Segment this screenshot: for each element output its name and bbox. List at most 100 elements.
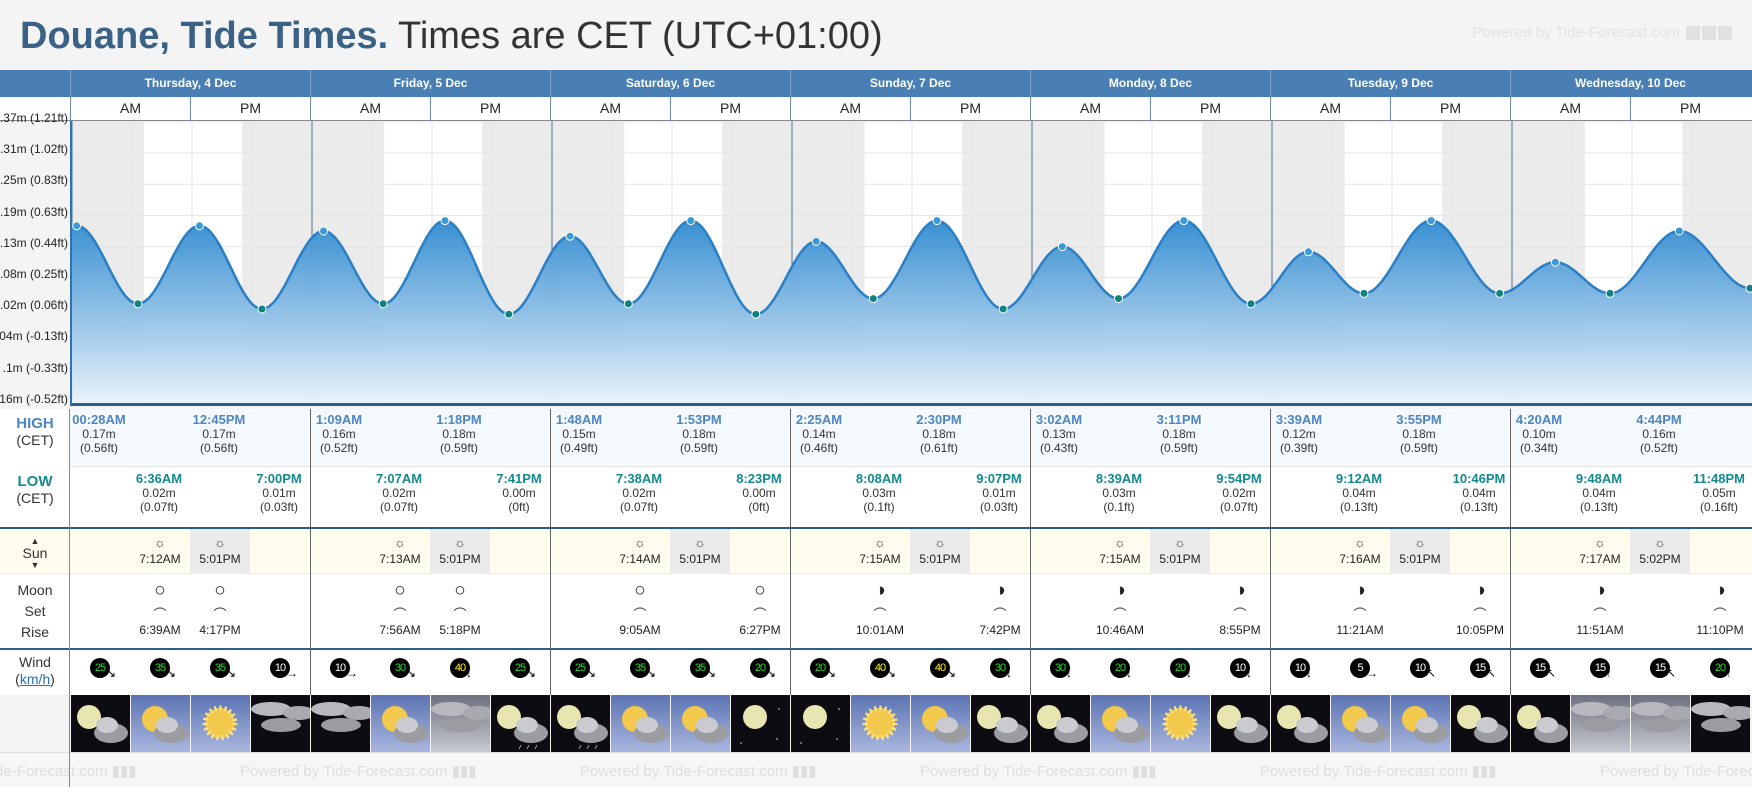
sunrise-time: 7:12AM bbox=[139, 552, 181, 566]
wind-unit-link[interactable]: km/h bbox=[19, 671, 51, 687]
wind-speed-badge: 30 bbox=[990, 658, 1010, 678]
tide-meters: 0.03m bbox=[862, 486, 896, 500]
tide-meters: 0.18m bbox=[1162, 427, 1196, 441]
wind-direction-icon: ↓ bbox=[1006, 666, 1012, 680]
moon-label: Moon Set Rise bbox=[17, 582, 53, 640]
tide-meters: 0.00m bbox=[742, 486, 776, 500]
moonrise-cell: ◑ ⌒ 11:10PM bbox=[1690, 574, 1750, 637]
weather-day-partly-cloudy-icon bbox=[1091, 695, 1150, 752]
wind-direction-icon: → bbox=[286, 666, 298, 680]
weather-day-partly-cloudy-icon bbox=[131, 695, 190, 752]
moonrise-icon: ⌒ bbox=[753, 607, 767, 622]
tide-feet: (0.07ft) bbox=[1219, 500, 1258, 514]
y-axis-label: .16m (-0.52ft) bbox=[0, 391, 68, 406]
day-header: Thursday, 4 Dec bbox=[70, 70, 310, 97]
day-header: Saturday, 6 Dec bbox=[550, 70, 790, 97]
moonset-time: 9:05AM bbox=[619, 623, 661, 637]
wind-speed-badge: 20 bbox=[1710, 658, 1730, 678]
ampm-pm: PM bbox=[430, 97, 550, 121]
sunset-cell: ☼ 5:01PM bbox=[190, 534, 250, 566]
sunset-time: 5:01PM bbox=[919, 552, 961, 566]
tide-feet: (0.56ft) bbox=[199, 441, 238, 455]
tide-table: Thursday, 4 Dec Friday, 5 Dec Saturday, 6 … bbox=[0, 70, 1752, 787]
moon-full-icon: ○ bbox=[634, 580, 646, 601]
y-axis-label: .25m (0.83ft) bbox=[0, 173, 68, 188]
wind-direction-icon: ↓ bbox=[1066, 666, 1072, 680]
weather-day-partly-cloudy-icon bbox=[1391, 695, 1450, 752]
sunrise-time: 7:14AM bbox=[619, 552, 661, 566]
tide-meters: 0.14m bbox=[802, 427, 836, 441]
sunrise-icon: ☼ bbox=[874, 535, 886, 550]
sunrise-icon: ☼ bbox=[154, 535, 166, 550]
low-tide-cell: 9:07PM 0.01m (0.03ft) bbox=[968, 472, 1030, 515]
wind-speed-badge: 10 bbox=[1290, 658, 1310, 678]
tide-time: 3:39AM bbox=[1275, 412, 1323, 427]
location-title: Douane, Tide Times. bbox=[20, 15, 389, 57]
low-tide-cell: 8:39AM 0.03m (0.1ft) bbox=[1088, 472, 1150, 515]
sunrise-icon: ☼ bbox=[634, 535, 646, 550]
sunset-icon: ☼ bbox=[214, 535, 226, 550]
weather-night-cloudy-icon bbox=[311, 695, 370, 752]
moon-waning-gibbous-icon: ◑ bbox=[1114, 580, 1126, 601]
moonset-cell: ○ ⌒ 9:05AM bbox=[610, 574, 670, 637]
tide-time: 11:48PM bbox=[1692, 471, 1746, 486]
tide-logo-icon bbox=[1702, 26, 1716, 41]
wind-cell: 15 ↖ bbox=[1450, 658, 1510, 680]
sunset-cell: ☼ 5:01PM bbox=[1390, 534, 1450, 566]
moonrise-cell: ◑ ⌒ 7:42PM bbox=[970, 574, 1030, 637]
tide-feet: (0.07ft) bbox=[139, 500, 178, 514]
tide-feet: (0ft) bbox=[748, 500, 770, 514]
powered-by-watermark: Powered by Tide-Forecast.com ▮▮▮ bbox=[580, 763, 817, 780]
wind-speed-badge: 20 bbox=[1170, 658, 1190, 678]
moon-waning-gibbous-icon: ◑ bbox=[1594, 580, 1606, 601]
moonrise-cell: ◑ ⌒ 8:55PM bbox=[1210, 574, 1270, 637]
low-tide-cell: 7:00PM 0.01m (0.03ft) bbox=[248, 472, 310, 515]
high-tide-cell: 3:02AM 0.13m (0.43ft) bbox=[1028, 413, 1090, 456]
wind-speed-badge: 35 bbox=[690, 658, 710, 678]
sunset-cell: ☼ 5:02PM bbox=[1630, 534, 1690, 566]
wind-direction-icon: ↑ bbox=[1606, 666, 1612, 680]
wind-cell: 40 ↘ bbox=[850, 658, 910, 680]
moon-full-icon: ○ bbox=[754, 580, 766, 601]
corner bbox=[0, 70, 70, 97]
tide-meters: 0.03m bbox=[1102, 486, 1136, 500]
moon-full-icon: ○ bbox=[154, 580, 166, 601]
tide-meters: 0.18m bbox=[442, 427, 476, 441]
wind-cell: 25 ↘ bbox=[550, 658, 610, 680]
tide-meters: 0.02m bbox=[382, 486, 416, 500]
wind-direction-icon: ↓ bbox=[1306, 666, 1312, 680]
tide-meters: 0.10m bbox=[1522, 427, 1556, 441]
high-tide-cell: 1:18PM 0.18m (0.59ft) bbox=[428, 413, 490, 456]
wind-speed-badge: 10 bbox=[270, 658, 290, 678]
ampm-am: AM bbox=[310, 97, 430, 121]
weather-night-partly-cloudy-icon bbox=[1211, 695, 1270, 752]
wind-direction-icon: ↘ bbox=[646, 666, 657, 680]
sunrise-cell: ☼ 7:13AM bbox=[370, 534, 430, 566]
day-divider bbox=[1510, 409, 1511, 695]
wind-cell: 15 ↖ bbox=[1510, 658, 1570, 680]
wind-direction-icon: ↘ bbox=[706, 666, 717, 680]
sunrise-time: 7:17AM bbox=[1579, 552, 1621, 566]
wind-direction-icon: → bbox=[1366, 666, 1378, 680]
wind-speed-badge: 20 bbox=[1110, 658, 1130, 678]
tide-feet: (0.39ft) bbox=[1279, 441, 1318, 455]
tides-table: HIGH (CET) LOW (CET) 00:28AM 0.17m (0.56ft) 1… bbox=[0, 409, 1752, 527]
tide-feet: (0.13ft) bbox=[1579, 500, 1618, 514]
ampm-pm: PM bbox=[1150, 97, 1270, 121]
low-tide-cell: 7:38AM 0.02m (0.07ft) bbox=[608, 472, 670, 515]
day-header: Friday, 5 Dec bbox=[310, 70, 550, 97]
wind-direction-icon: ↖ bbox=[1426, 666, 1437, 680]
tide-feet: (0.34ft) bbox=[1519, 441, 1558, 455]
wind-direction-icon: ↓ bbox=[1126, 666, 1132, 680]
tide-feet: (0.59ft) bbox=[679, 441, 718, 455]
sunset-time: 5:01PM bbox=[439, 552, 481, 566]
sunset-icon: ☼ bbox=[454, 535, 466, 550]
ampm-am: AM bbox=[550, 97, 670, 121]
moon-waning-gibbous-icon: ◑ bbox=[1234, 580, 1246, 601]
sunset-shade bbox=[430, 529, 490, 573]
tide-feet: (0.59ft) bbox=[439, 441, 478, 455]
wind-direction-icon: ↓ bbox=[1246, 666, 1252, 680]
tide-meters: 0.16m bbox=[1642, 427, 1676, 441]
wind-speed-badge: 15 bbox=[1650, 658, 1670, 678]
day-header: Tuesday, 9 Dec bbox=[1270, 70, 1510, 97]
